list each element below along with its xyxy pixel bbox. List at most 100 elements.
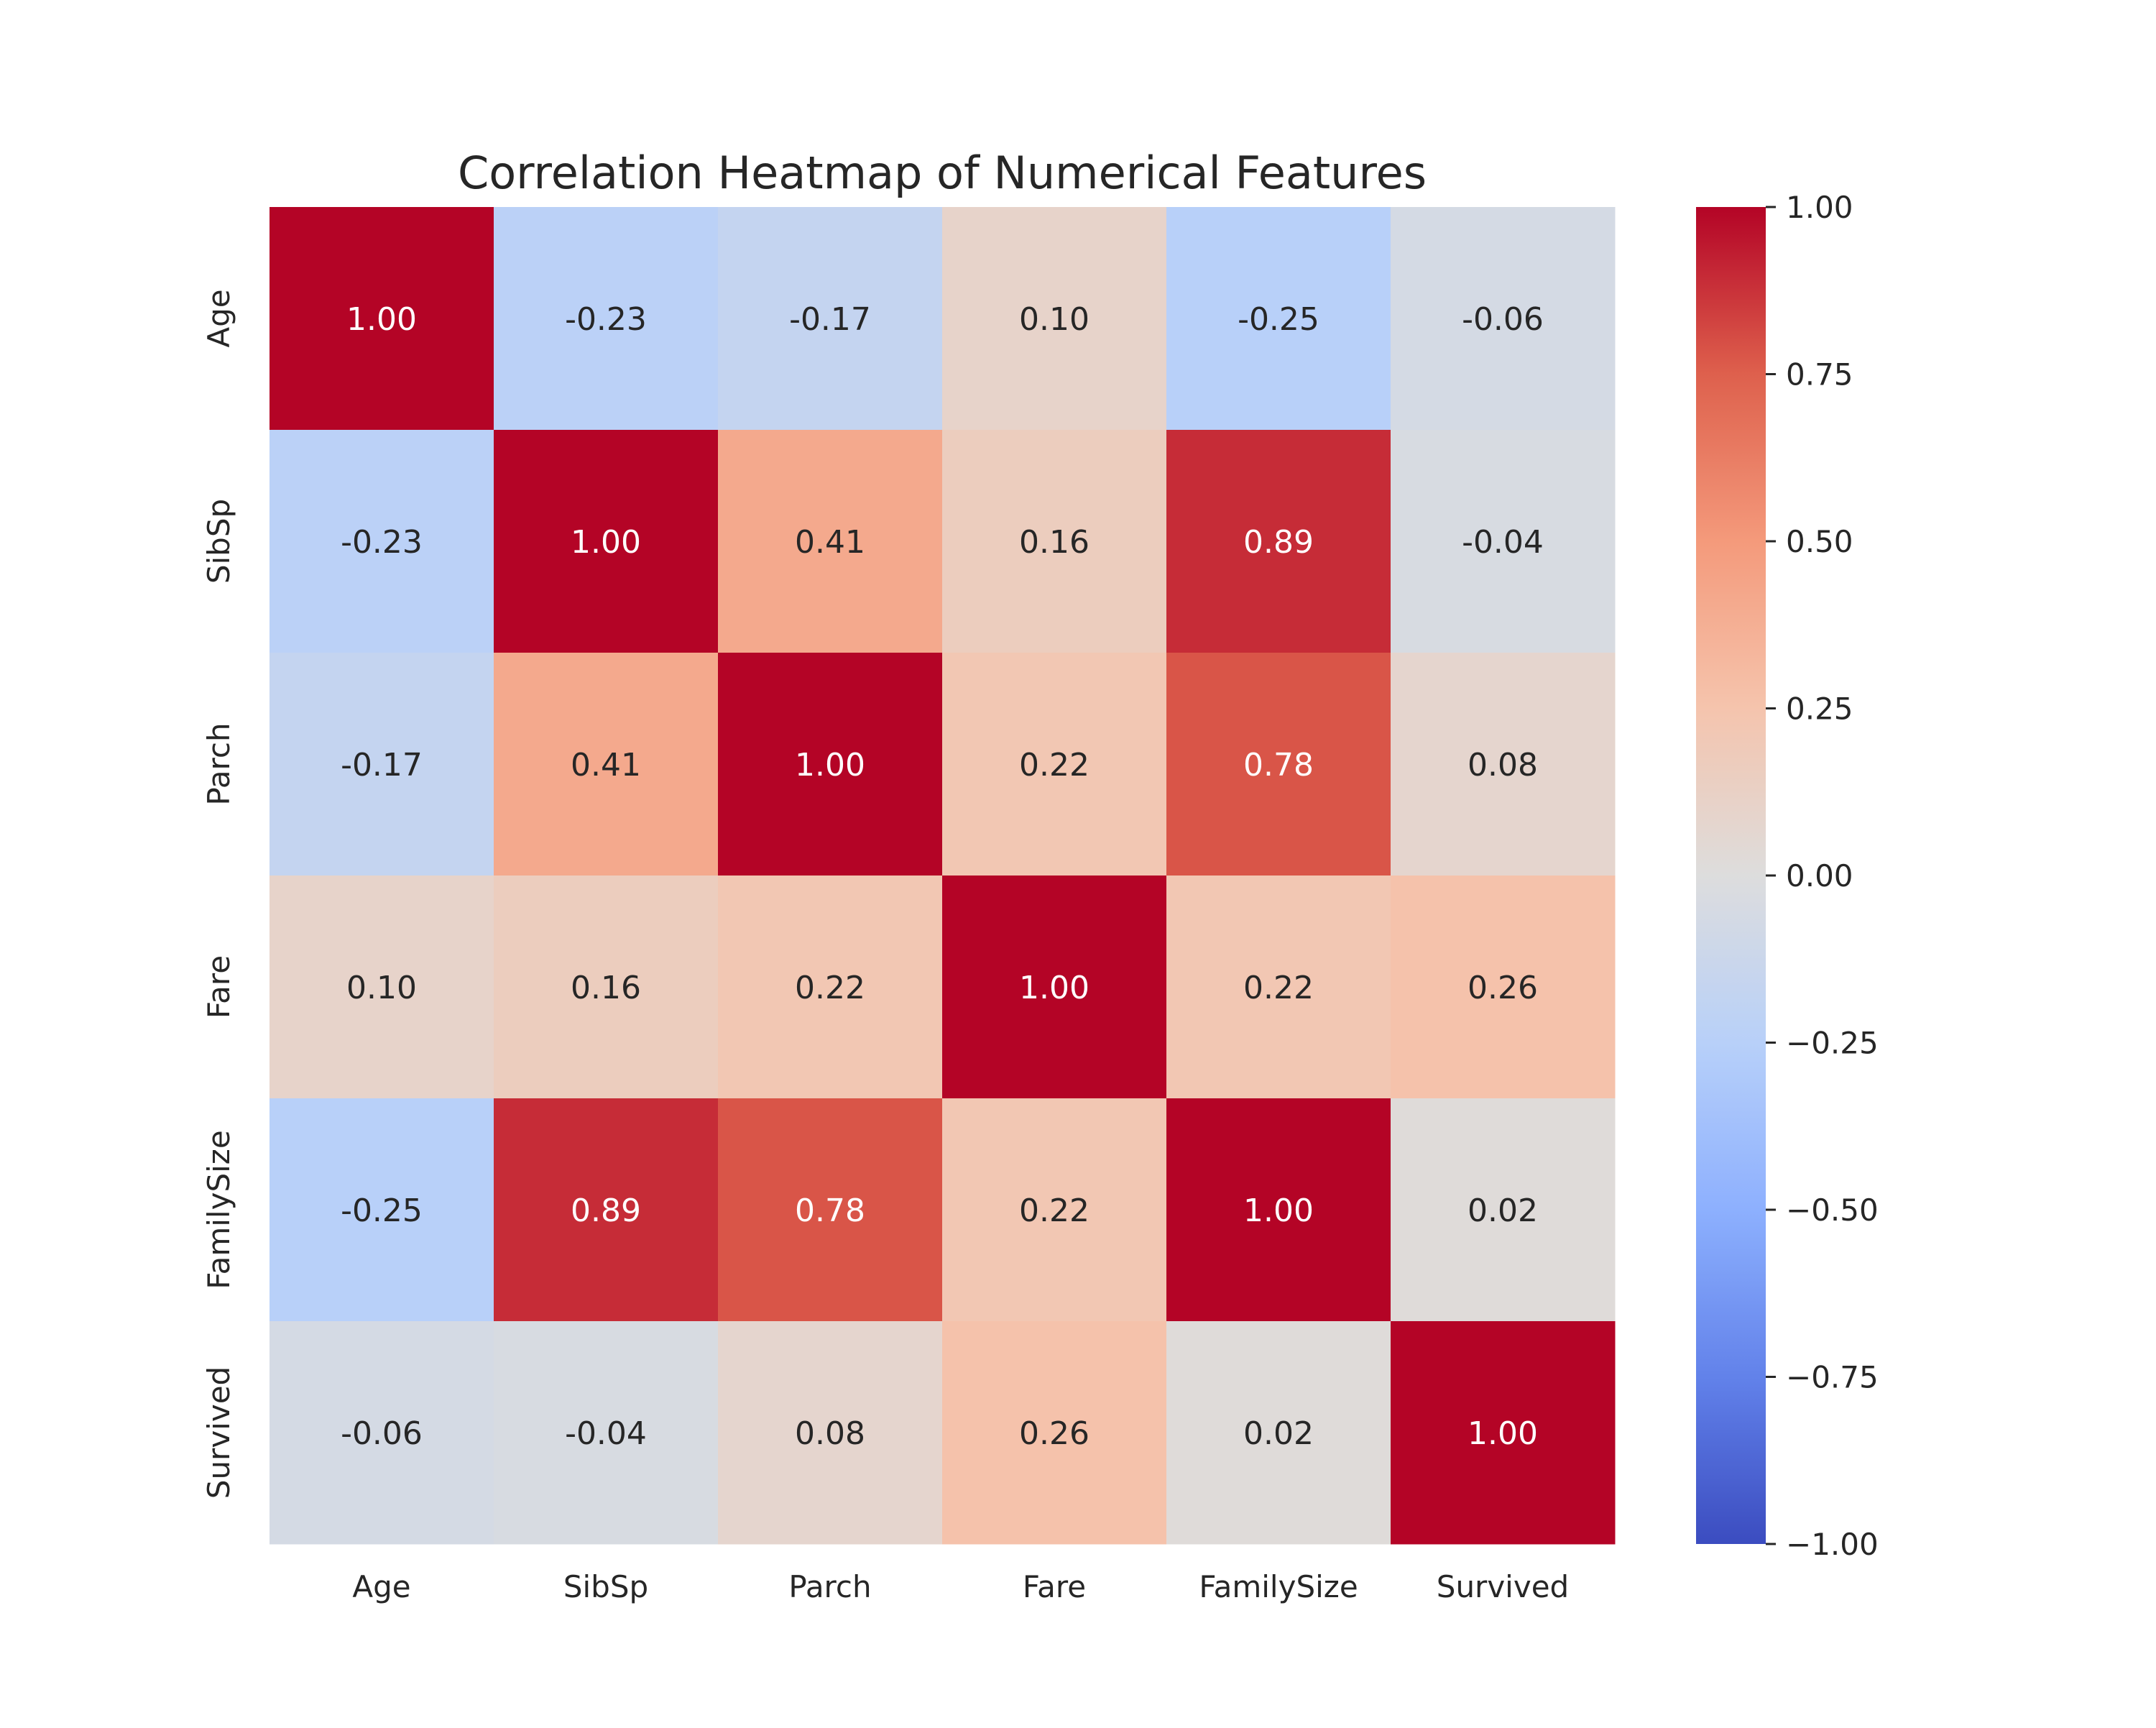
cell-annotation: -0.25 [1238, 301, 1319, 338]
heatmap-cell-survived-survived [1391, 1321, 1616, 1545]
heatmap-cell-familysize-survived [1391, 1098, 1616, 1322]
cell-annotation: 1.00 [1019, 970, 1089, 1006]
y-tick-label-familysize: FamilySize [201, 1130, 236, 1289]
x-axis-tick-labels: Age SibSp Parch Fare FamilySize Survived [352, 1569, 1569, 1604]
cell-annotation: -0.23 [341, 524, 423, 561]
heatmap-cell-sibsp-fare [942, 430, 1167, 653]
cell-annotation: 0.26 [1468, 970, 1538, 1006]
chart-title: Correlation Heatmap of Numerical Feature… [458, 147, 1427, 199]
cell-annotation: 0.78 [1243, 747, 1314, 783]
heatmap-cell-parch-familysize [1166, 653, 1391, 876]
cell-annotation: 0.41 [571, 747, 641, 783]
colorbar-tick-label: 0.50 [1786, 524, 1853, 559]
cell-annotation: 0.22 [1019, 1192, 1089, 1229]
cell-annotation: 0.22 [1019, 747, 1089, 783]
heatmap-cell-parch-survived [1391, 653, 1616, 876]
heatmap-annotations: 1.00 -0.23 -0.17 0.10 -0.25 -0.06 -0.23 1.00 0.4… [341, 301, 1544, 1452]
y-tick-label-sibsp: SibSp [201, 499, 236, 584]
heatmap-cell-familysize-fare [942, 1098, 1167, 1322]
heatmap-cell-familysize-familysize [1166, 1098, 1391, 1322]
heatmap-cell-parch-sibsp [494, 653, 719, 876]
heatmap-cell-survived-sibsp [494, 1321, 719, 1545]
cell-annotation: 0.02 [1468, 1192, 1538, 1229]
cell-annotation: 0.02 [1243, 1415, 1314, 1452]
cell-annotation: 1.00 [1243, 1192, 1314, 1229]
colorbar-scale [1696, 207, 1766, 1544]
heatmap-cell-age-fare [942, 207, 1167, 431]
cell-annotation: 1.00 [571, 524, 641, 561]
x-tick-label-parch: Parch [788, 1569, 871, 1604]
heatmap-cell-fare-survived [1391, 876, 1616, 1099]
colorbar-tick-label: 0.25 [1786, 691, 1853, 727]
cell-annotation: 0.41 [795, 524, 865, 561]
colorbar-tick-label: −0.50 [1786, 1192, 1879, 1228]
heatmap-cell-survived-fare [942, 1321, 1167, 1545]
colorbar-tick-label: 1.00 [1786, 190, 1853, 225]
colorbar: 1.00 0.75 0.50 0.25 0.00 −0.25 −0.50 −0.75 −1.00 [1696, 190, 1879, 1562]
heatmap-cell-parch-fare [942, 653, 1167, 876]
x-tick-label-fare: Fare [1023, 1569, 1086, 1604]
colorbar-tick-label: 0.75 [1786, 357, 1853, 392]
cell-annotation: 0.89 [1243, 524, 1314, 561]
cell-annotation: 1.00 [795, 747, 865, 783]
cell-annotation: 0.08 [795, 1415, 865, 1452]
heatmap-cell-familysize-parch [718, 1098, 943, 1322]
colorbar-tick-label: 0.00 [1786, 858, 1853, 893]
cell-annotation: -0.17 [341, 747, 423, 783]
y-tick-label-survived: Survived [201, 1366, 236, 1499]
y-axis-tick-labels: Age SibSp Parch Fare FamilySize Survived [201, 289, 236, 1499]
heatmap-cell-sibsp-survived [1391, 430, 1616, 653]
y-tick-label-fare: Fare [201, 955, 236, 1019]
x-tick-label-survived: Survived [1437, 1569, 1569, 1604]
cell-annotation: 0.10 [1019, 301, 1089, 338]
heatmap-cell-sibsp-sibsp [494, 430, 719, 653]
heatmap-cell-fare-age [270, 876, 494, 1099]
cell-annotation: 1.00 [346, 301, 417, 338]
heatmap-cell-survived-familysize [1166, 1321, 1391, 1545]
heatmap-cell-age-age [270, 207, 494, 431]
heatmap-cell-survived-age [270, 1321, 494, 1545]
heatmap-cell-fare-parch [718, 876, 943, 1099]
cell-annotation: -0.06 [341, 1415, 423, 1452]
x-tick-label-sibsp: SibSp [563, 1569, 648, 1604]
heatmap-cell-familysize-age [270, 1098, 494, 1322]
heatmap-cell-age-survived [1391, 207, 1616, 431]
heatmap-cell-fare-familysize [1166, 876, 1391, 1099]
y-tick-label-parch: Parch [201, 722, 236, 805]
heatmap-cell-parch-parch [718, 653, 943, 876]
heatmap-cell-familysize-sibsp [494, 1098, 719, 1322]
cell-annotation: -0.23 [565, 301, 647, 338]
heatmap-cell-survived-parch [718, 1321, 943, 1545]
heatmap-cell-sibsp-age [270, 430, 494, 653]
cell-annotation: -0.06 [1462, 301, 1544, 338]
cell-annotation: 0.26 [1019, 1415, 1089, 1452]
heatmap-cell-age-familysize [1166, 207, 1391, 431]
cell-annotation: 0.08 [1468, 747, 1538, 783]
cell-annotation: -0.04 [565, 1415, 647, 1452]
heatmap-cell-age-sibsp [494, 207, 719, 431]
cell-annotation: 0.22 [795, 970, 865, 1006]
heatmap-cell-sibsp-familysize [1166, 430, 1391, 653]
cell-annotation: -0.25 [341, 1192, 423, 1229]
cell-annotation: 1.00 [1468, 1415, 1538, 1452]
x-tick-label-age: Age [352, 1569, 410, 1604]
heatmap-cell-parch-age [270, 653, 494, 876]
y-tick-label-age: Age [201, 289, 236, 347]
cell-annotation: 0.10 [346, 970, 417, 1006]
colorbar-tick-label: −0.25 [1786, 1026, 1879, 1061]
x-tick-label-familysize: FamilySize [1199, 1569, 1358, 1604]
cell-annotation: -0.17 [789, 301, 871, 338]
heatmap-cells [270, 207, 1616, 1545]
cell-annotation: 0.16 [571, 970, 641, 1006]
cell-annotation: 0.78 [795, 1192, 865, 1229]
cell-annotation: 0.16 [1019, 524, 1089, 561]
colorbar-tick-label: −1.00 [1786, 1527, 1879, 1562]
heatmap-cell-age-parch [718, 207, 943, 431]
heatmap-cell-fare-sibsp [494, 876, 719, 1099]
heatmap-cell-sibsp-parch [718, 430, 943, 653]
cell-annotation: -0.04 [1462, 524, 1544, 561]
heatmap-cell-fare-fare [942, 876, 1167, 1099]
cell-annotation: 0.89 [571, 1192, 641, 1229]
